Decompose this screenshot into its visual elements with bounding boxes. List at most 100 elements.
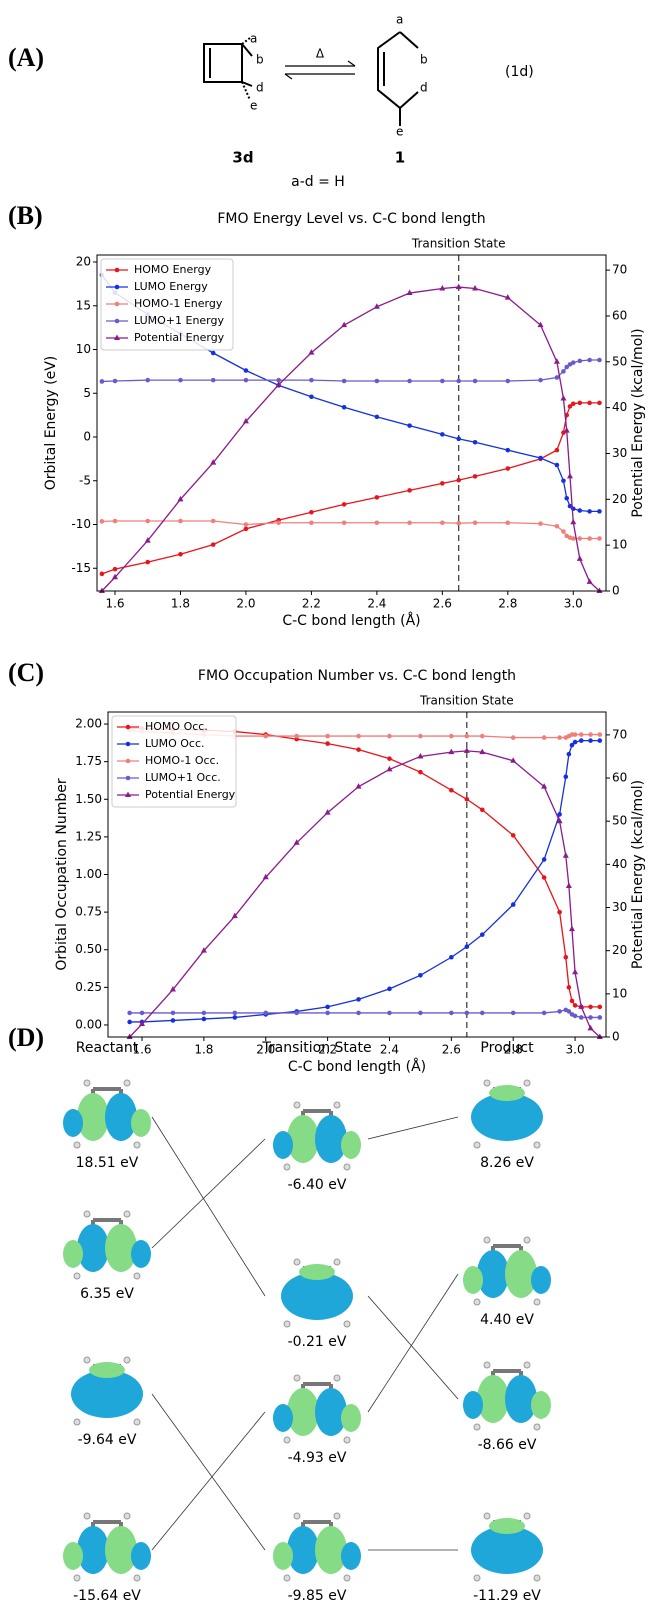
marker [243, 522, 249, 527]
y2-tick-label: 20 [612, 943, 627, 957]
atom [473, 1423, 481, 1431]
lobe [463, 1266, 483, 1294]
atom [83, 1079, 91, 1087]
atom [343, 1436, 351, 1444]
marker [596, 587, 603, 593]
marker [570, 536, 576, 541]
marker [201, 1010, 207, 1016]
marker [440, 432, 445, 437]
marker [114, 284, 120, 290]
legend-label: HOMO Occ. [145, 720, 208, 733]
marker [231, 912, 238, 919]
marker [275, 381, 282, 387]
marker [325, 733, 330, 739]
lobe [71, 1370, 143, 1418]
marker [210, 542, 216, 547]
marker [114, 267, 120, 273]
orbital-image [63, 1210, 151, 1280]
note: a-d = H [291, 174, 345, 190]
atom [343, 1574, 351, 1582]
marker [577, 536, 583, 541]
marker [557, 735, 562, 740]
atom [483, 1079, 491, 1087]
lobe [531, 1266, 551, 1294]
marker [554, 447, 560, 453]
atom [123, 1210, 131, 1218]
marker [577, 508, 583, 513]
marker [125, 791, 131, 797]
marker [537, 321, 544, 328]
bond [399, 31, 419, 49]
marker [293, 839, 300, 845]
marker [374, 495, 380, 500]
marker [325, 1004, 330, 1010]
connector [151, 1411, 266, 1551]
marker [464, 796, 470, 802]
atom [473, 1141, 481, 1149]
y2-tick-label: 20 [612, 492, 627, 506]
x-tick-label: 2.8 [498, 597, 517, 611]
marker [440, 520, 445, 526]
marker [557, 1009, 562, 1014]
marker [232, 1010, 238, 1016]
marker [309, 377, 314, 383]
lobe [287, 1115, 319, 1163]
y-tick-label: 15 [76, 298, 91, 312]
marker [170, 1010, 176, 1016]
marker [578, 1015, 584, 1020]
y2-tick-label: 50 [612, 354, 627, 368]
marker [99, 519, 105, 524]
marker [456, 436, 462, 442]
marker [587, 509, 592, 514]
marker [510, 757, 517, 763]
marker [112, 518, 118, 524]
y2-tick-label: 40 [612, 400, 627, 414]
marker [587, 1024, 594, 1031]
marker [308, 349, 315, 355]
orbital-image [463, 1361, 551, 1431]
y2-axis-label: Potential Energy (kcal/mol) [630, 328, 646, 517]
x-tick-label: 2.0 [256, 1043, 275, 1057]
marker [562, 852, 569, 858]
marker [578, 732, 584, 737]
orbital-image [471, 1512, 543, 1582]
marker [294, 1010, 299, 1016]
marker [567, 404, 573, 409]
marker [479, 932, 485, 937]
marker [210, 518, 216, 524]
y2-tick-label: 50 [612, 814, 627, 828]
y-tick-label: 0.50 [75, 942, 102, 956]
marker [510, 735, 516, 740]
marker [243, 526, 249, 532]
lobe [131, 1109, 151, 1137]
marker [541, 735, 547, 740]
marker [309, 509, 314, 515]
marker [569, 742, 575, 748]
marker [456, 520, 462, 526]
marker [263, 733, 269, 739]
marker [553, 358, 560, 364]
marker [407, 520, 412, 526]
x-tick-label: 2.6 [442, 1043, 461, 1057]
marker [374, 414, 380, 420]
marker [587, 357, 592, 363]
marker [538, 455, 543, 461]
marker [561, 369, 566, 374]
marker [99, 379, 105, 384]
marker [597, 536, 602, 541]
atom [133, 1574, 141, 1582]
marker [588, 732, 593, 737]
connector [151, 1138, 266, 1249]
hexatriene-chain [377, 31, 401, 126]
atom [293, 1374, 301, 1382]
marker [355, 783, 362, 789]
atom [533, 1298, 541, 1306]
marker [145, 377, 151, 383]
cyclobutene-ring [203, 43, 243, 83]
arrow-label: Δ [316, 47, 325, 61]
energy-label: 4.40 eV [480, 1312, 534, 1328]
marker [439, 284, 446, 291]
marker [576, 555, 583, 561]
marker [98, 587, 105, 593]
